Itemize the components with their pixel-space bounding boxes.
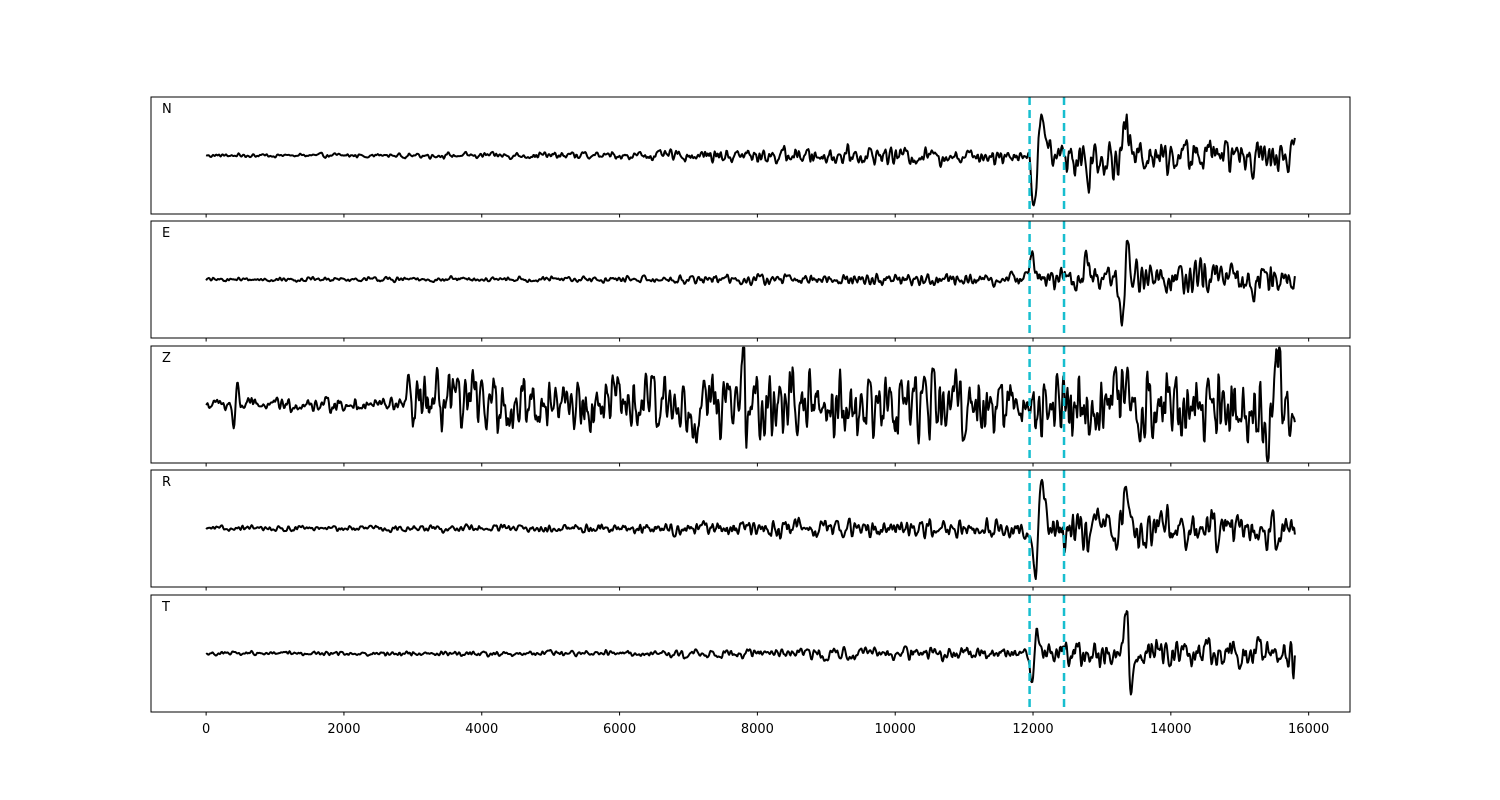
panel-z: Z: [150, 345, 1351, 467]
x-tick-label: 0: [202, 722, 210, 737]
x-tick-label: 12000: [1012, 722, 1053, 737]
panel-frame: [150, 469, 1351, 588]
panel-label: N: [162, 102, 172, 117]
panel-t: T: [150, 594, 1351, 716]
x-tick-label: 8000: [741, 722, 774, 737]
panel-r: R: [150, 469, 1351, 591]
panel-frame: [150, 220, 1351, 339]
panel-frame: [150, 96, 1351, 215]
trace-n: [205, 113, 1296, 207]
panel-frame: [150, 345, 1351, 464]
x-tick-label: 10000: [875, 722, 916, 737]
panel-frame: [150, 594, 1351, 713]
panel-n: N: [150, 96, 1351, 218]
x-tick-label: 14000: [1150, 722, 1191, 737]
panel-e: E: [150, 220, 1351, 342]
x-tick-label: 4000: [465, 722, 498, 737]
panel-label: Z: [162, 351, 171, 366]
x-axis: 0 2000 4000 6000 8000 10000 12000 14000 16000: [202, 722, 1329, 737]
trace-t: [205, 610, 1296, 696]
x-tick-label: 16000: [1288, 722, 1329, 737]
panel-label: E: [162, 226, 170, 241]
panel-label: T: [161, 600, 170, 615]
trace-e: [205, 239, 1296, 327]
trace-r: [205, 478, 1296, 581]
trace-z: [205, 346, 1296, 463]
x-tick-label: 2000: [327, 722, 360, 737]
x-tick-label: 6000: [603, 722, 636, 737]
panel-label: R: [162, 475, 171, 490]
panels: N E Z R T: [150, 96, 1351, 716]
